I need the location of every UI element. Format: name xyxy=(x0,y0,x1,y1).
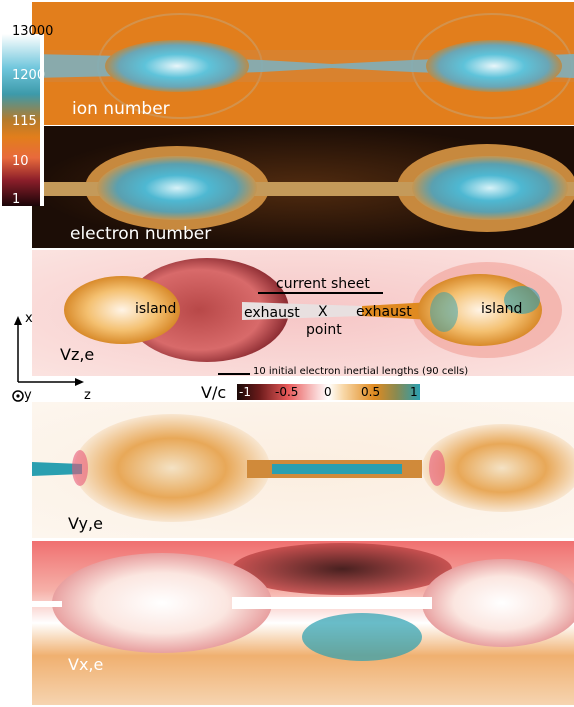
velocity-tick-neg05: -0.5 xyxy=(275,385,299,399)
axis-x-label: x xyxy=(25,311,33,326)
electron-number-panel: electron number xyxy=(32,126,574,248)
vx-panel: Vx,e xyxy=(32,541,574,705)
island-right-label: island xyxy=(481,301,523,317)
velocity-colorbar-title: V/c xyxy=(201,383,227,402)
velocity-tick-1: 1 xyxy=(410,385,418,399)
vy-image xyxy=(32,402,574,538)
vz-image xyxy=(32,250,574,376)
scale-bar-label: 10 initial electron inertial lengths (90… xyxy=(253,366,469,377)
vz-panel: current sheet island island exhaust exha… xyxy=(32,250,574,376)
exhaust-left-label: exhaust xyxy=(244,305,300,321)
x-point-x-label: X xyxy=(318,304,328,320)
vz-label: Vz,e xyxy=(60,345,95,364)
axis-triad xyxy=(12,316,84,402)
vx-label: Vx,e xyxy=(68,655,104,674)
vy-panel: Vy,e xyxy=(32,402,574,538)
vy-label: Vy,e xyxy=(68,514,103,533)
density-tick-115: 115 xyxy=(12,114,37,129)
x-point-word-label: point xyxy=(306,322,342,338)
velocity-tick-neg1: -1 xyxy=(239,385,251,399)
velocity-colorbar xyxy=(237,384,420,400)
electron-number-label: electron number xyxy=(70,224,212,244)
axis-y-label: y xyxy=(24,388,32,403)
ion-number-image xyxy=(32,2,574,125)
ion-number-label: ion number xyxy=(72,99,170,119)
density-tick-1200: 1200 xyxy=(12,68,46,83)
density-colorbar-gradient xyxy=(2,34,42,206)
exhaust-right-label: exhaust xyxy=(356,304,412,320)
scale-bar xyxy=(218,373,250,375)
ion-number-panel: ion number xyxy=(32,2,574,125)
density-colorbar-edge xyxy=(40,34,44,206)
density-tick-13000: 13000 xyxy=(12,24,54,39)
electron-number-image xyxy=(32,126,574,248)
island-left-label: island xyxy=(135,301,177,317)
vx-image xyxy=(32,541,574,705)
current-sheet-label: current sheet xyxy=(276,276,370,292)
velocity-tick-0: 0 xyxy=(324,385,332,399)
density-tick-10: 10 xyxy=(12,154,29,169)
velocity-tick-05: 0.5 xyxy=(361,385,381,399)
density-colorbar: 13000 1200 115 10 1 xyxy=(2,24,53,207)
axis-z-label: z xyxy=(84,388,91,403)
density-tick-1: 1 xyxy=(12,192,21,207)
